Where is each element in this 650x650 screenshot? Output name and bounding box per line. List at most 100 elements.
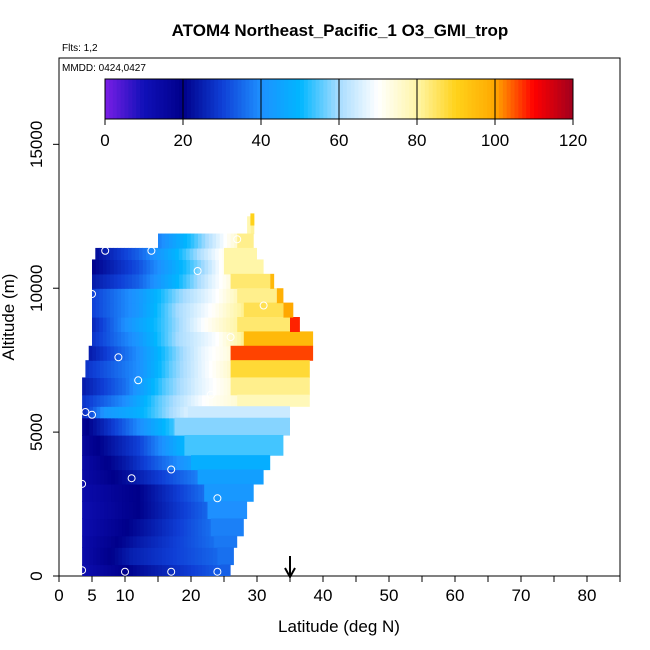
heatmap-cell — [114, 547, 119, 566]
chart-title: ATOM4 Northeast_Pacific_1 O3_GMI_trop — [172, 21, 509, 40]
heatmap-cell — [234, 394, 238, 407]
heatmap-cell — [153, 247, 158, 261]
heatmap-cell — [154, 394, 159, 407]
heatmap-edge-cell — [217, 547, 234, 566]
heatmap-cell — [161, 345, 166, 361]
heatmap-cell — [124, 247, 129, 261]
heatmap-cell — [139, 302, 144, 318]
heatmap-cell — [208, 345, 213, 361]
colorbar-segment — [374, 79, 379, 119]
heatmap-cell — [124, 288, 129, 304]
heatmap-cell — [215, 273, 220, 289]
heatmap-cell — [129, 501, 134, 520]
heatmap-cell — [132, 345, 137, 361]
heatmap-cell — [102, 288, 108, 304]
heatmap-cell — [107, 547, 112, 566]
heatmap-cell — [127, 247, 133, 261]
colorbar-segment — [175, 79, 180, 119]
heatmap-cell — [175, 345, 181, 361]
heatmap-cell — [165, 406, 170, 419]
colorbar-segment — [506, 79, 512, 119]
heatmap-cell — [106, 288, 111, 304]
heatmap-cell — [157, 273, 162, 289]
heatmap-cell — [183, 345, 188, 361]
heatmap-cell — [142, 302, 148, 318]
heatmap-cell — [95, 288, 100, 304]
heatmap-cell — [179, 259, 184, 275]
sample-point — [88, 290, 96, 298]
heatmap-cell — [223, 377, 228, 396]
colorbar-segment — [346, 79, 352, 119]
heatmap-cell — [190, 331, 195, 347]
heatmap-cell — [219, 302, 224, 318]
heatmap-cell — [103, 501, 109, 520]
heatmap-cell — [146, 288, 151, 304]
heatmap-cell — [135, 317, 140, 332]
colorbar-segment — [311, 79, 317, 119]
heatmap-cell — [160, 288, 166, 304]
colorbar-segment — [553, 79, 558, 119]
colorbar-segment — [448, 79, 453, 119]
heatmap-cell — [200, 331, 206, 347]
heatmap-cell — [111, 547, 116, 566]
heatmap-cell — [129, 518, 134, 537]
heatmap-cell — [157, 247, 162, 261]
heatmap-cell — [128, 302, 133, 318]
heatmap-cell — [107, 535, 112, 548]
heatmap-cell — [82, 469, 87, 485]
heatmap-cell — [136, 535, 141, 548]
heatmap-cell — [100, 501, 105, 520]
heatmap-cell — [187, 455, 192, 471]
heatmap-cell — [161, 360, 166, 379]
heatmap-cell — [212, 547, 218, 566]
heatmap-cell — [207, 247, 213, 261]
colorbar-segment — [502, 79, 508, 119]
heatmap-cell — [122, 469, 127, 485]
heatmap-cell — [142, 331, 148, 347]
colorbar-segment — [339, 79, 344, 119]
heatmap-cell — [186, 317, 191, 332]
sample-point — [81, 408, 90, 416]
heatmap-cell — [204, 302, 209, 318]
colorbar-segment — [222, 79, 227, 119]
heatmap-cell — [150, 273, 155, 289]
heatmap-cell — [143, 455, 149, 471]
heatmap-cell — [92, 259, 97, 275]
colorbar-segment — [288, 79, 293, 119]
heatmap-cell — [222, 273, 227, 289]
colorbar-tick-label: 0 — [100, 131, 109, 150]
heatmap-cell — [121, 259, 126, 275]
heatmap-cell — [212, 564, 218, 576]
colorbar-segment — [350, 79, 356, 119]
colorbar-segment — [253, 79, 258, 119]
colorbar-segment — [245, 79, 250, 119]
colorbar-segment — [389, 79, 395, 119]
colorbar-segment — [358, 79, 363, 119]
heatmap-cell — [169, 483, 174, 502]
heatmap-cell — [82, 377, 87, 396]
heatmap-cell — [182, 273, 187, 289]
heatmap-cell — [219, 259, 224, 275]
heatmap-cell — [85, 564, 90, 576]
y-tick-label: 5000 — [27, 413, 46, 451]
colorbar-segment — [296, 79, 301, 119]
heatmap-cell — [143, 547, 149, 566]
heatmap-cell — [136, 377, 141, 396]
heatmap-edge-cell — [204, 483, 254, 502]
heatmap-cell — [106, 247, 111, 261]
heatmap-cell — [208, 302, 213, 318]
heatmap-cell — [193, 345, 199, 361]
heatmap-cell — [129, 483, 134, 502]
heatmap-cell — [201, 535, 207, 548]
heatmap-cell — [165, 535, 170, 548]
heatmap-cell — [229, 288, 235, 304]
heatmap-cell — [142, 288, 148, 304]
heatmap-cell — [85, 406, 90, 419]
heatmap-cell — [100, 455, 105, 471]
heatmap-cell — [223, 345, 228, 361]
heatmap-cell — [180, 394, 185, 407]
heatmap-cell — [122, 501, 127, 520]
heatmap-cell — [113, 302, 119, 318]
heatmap-edge-cell — [224, 247, 257, 261]
heatmap-cell — [102, 331, 108, 347]
